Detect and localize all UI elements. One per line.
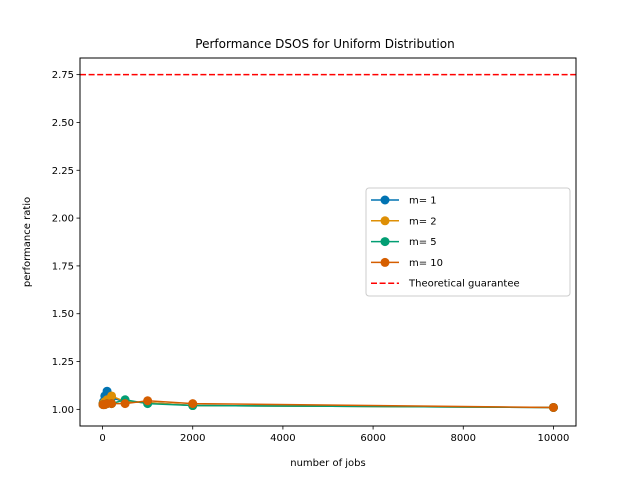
y-tick-label: 1.25 — [52, 357, 74, 368]
x-tick-label: 4000 — [270, 433, 295, 444]
legend-marker — [380, 257, 390, 267]
legend-label: m= 2 — [409, 216, 437, 227]
y-axis-label: performance ratio — [22, 197, 33, 287]
y-tick-label: 2.75 — [52, 70, 74, 81]
y-tick-label: 2.25 — [52, 166, 74, 177]
x-tick-label: 6000 — [360, 433, 385, 444]
legend-marker — [380, 195, 390, 205]
legend-label: m= 10 — [409, 258, 443, 269]
x-axis: 0 2000 4000 6000 8000 10000 — [99, 426, 569, 444]
legend-label: m= 5 — [409, 237, 437, 248]
data-point — [107, 399, 117, 409]
x-axis-label: number of jobs — [290, 458, 365, 469]
data-point — [143, 396, 153, 406]
y-tick-label: 2.00 — [52, 214, 74, 225]
legend-marker — [380, 216, 390, 226]
legend-marker — [380, 237, 390, 247]
x-tick-label: 8000 — [451, 433, 476, 444]
x-tick-label: 2000 — [180, 433, 205, 444]
x-tick-label: 10000 — [538, 433, 570, 444]
y-tick-label: 1.50 — [52, 309, 74, 320]
data-point — [120, 399, 130, 409]
legend-box — [365, 187, 571, 297]
y-tick-label: 1.00 — [52, 405, 74, 416]
chart-title: Performance DSOS for Uniform Distributio… — [195, 37, 454, 51]
x-tick-label: 0 — [99, 433, 105, 444]
legend: m= 1 m= 2 m= 5 m= 10 Theoretical guarantee — [365, 187, 571, 297]
data-point — [188, 399, 198, 409]
y-axis: 1.00 1.25 1.50 1.75 2.00 2.25 2.50 2.75 — [52, 70, 80, 416]
legend-label: m= 1 — [409, 196, 437, 207]
y-tick-label: 1.75 — [52, 261, 74, 272]
plot-area — [80, 73, 576, 412]
data-point — [107, 391, 117, 401]
plot-frame — [79, 57, 577, 427]
data-point — [548, 402, 558, 412]
legend-label: Theoretical guarantee — [408, 279, 520, 290]
y-tick-label: 2.50 — [52, 118, 74, 129]
